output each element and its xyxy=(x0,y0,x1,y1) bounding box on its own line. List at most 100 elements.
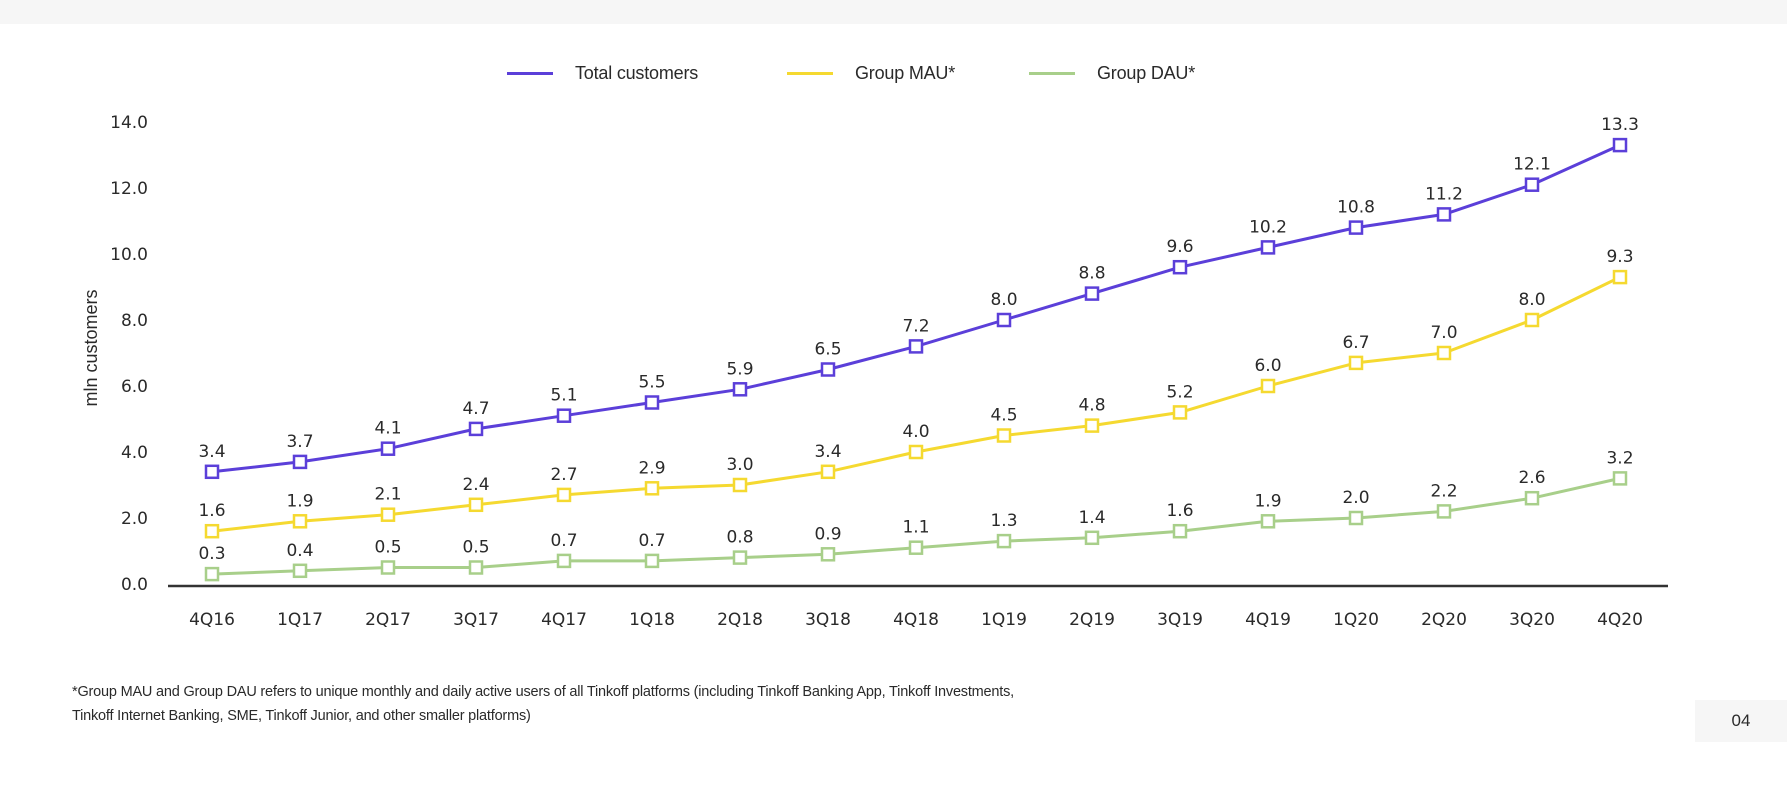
data-label: 8.8 xyxy=(1078,264,1105,284)
x-tick-label: 4Q16 xyxy=(189,610,235,630)
data-point-marker xyxy=(1260,378,1276,394)
data-point-marker xyxy=(908,339,924,354)
data-point-marker xyxy=(204,523,220,539)
data-point-marker xyxy=(1524,490,1540,506)
footnote-line-2: Tinkoff Internet Banking, SME, Tinkoff J… xyxy=(72,708,531,724)
data-point-marker xyxy=(908,540,924,555)
data-point-marker xyxy=(292,563,308,579)
data-point-marker xyxy=(468,560,484,575)
x-tick-label: 2Q17 xyxy=(365,610,411,630)
legend-item-group-mau: Group MAU* xyxy=(787,58,955,88)
data-label: 8.0 xyxy=(1518,290,1545,310)
data-point-marker xyxy=(380,560,396,575)
series-total-customers: 3.4 3.7 4.1 4.7 5.1 5.5 5.9 6.5 7.2 8.0 8.8 9.6 10.2… xyxy=(198,115,1639,480)
data-label: 10.8 xyxy=(1337,198,1375,218)
data-point-marker xyxy=(732,477,748,493)
y-tick-label: 0.0 xyxy=(121,575,148,595)
data-point-marker xyxy=(996,428,1012,443)
footnote-line-1: *Group MAU and Group DAU refers to uniqu… xyxy=(72,684,1014,700)
data-label: 13.3 xyxy=(1601,115,1639,135)
data-label: 0.7 xyxy=(638,531,665,551)
data-point-marker xyxy=(1084,418,1100,433)
x-tick-label: 2Q18 xyxy=(717,610,763,630)
data-label: 3.0 xyxy=(726,455,753,475)
data-label: 0.8 xyxy=(726,528,753,548)
y-tick-label: 4.0 xyxy=(121,443,148,463)
data-label: 7.0 xyxy=(1430,323,1457,343)
data-point-marker xyxy=(204,464,220,480)
x-tick-label: 2Q19 xyxy=(1069,610,1115,630)
data-point-marker xyxy=(292,454,308,470)
x-tick-label: 3Q20 xyxy=(1509,610,1555,630)
data-label: 2.0 xyxy=(1342,488,1369,508)
data-point-marker xyxy=(644,395,660,410)
x-tick-label: 1Q20 xyxy=(1333,610,1379,630)
y-tick-label: 6.0 xyxy=(121,377,148,397)
data-label: 4.5 xyxy=(990,406,1017,426)
legend-label: Total customers xyxy=(575,62,699,83)
data-point-marker xyxy=(1172,405,1188,420)
data-label: 5.2 xyxy=(1166,382,1193,402)
data-point-marker xyxy=(292,514,308,529)
y-tick-label: 10.0 xyxy=(110,245,148,265)
data-point-marker xyxy=(1524,177,1540,192)
data-point-marker xyxy=(204,566,220,582)
line-chart: mln customers 0.0 2.0 4.0 6.0 8.0 10.0 12.0 14.… xyxy=(81,113,1668,630)
x-tick-label: 3Q17 xyxy=(453,610,499,630)
data-label: 5.5 xyxy=(638,373,665,393)
data-label: 5.9 xyxy=(726,359,753,379)
data-label: 10.2 xyxy=(1249,217,1287,237)
data-label: 4.7 xyxy=(462,399,489,419)
data-label: 7.2 xyxy=(902,316,929,336)
data-label: 3.4 xyxy=(814,442,841,462)
data-point-marker xyxy=(556,553,572,569)
data-point-marker xyxy=(1084,530,1100,546)
data-point-marker xyxy=(556,487,572,503)
data-point-marker xyxy=(996,533,1012,549)
footnote: *Group MAU and Group DAU refers to uniqu… xyxy=(72,680,1172,728)
x-tick-label: 3Q19 xyxy=(1157,610,1203,630)
series-group-dau: 0.3 0.4 0.5 0.5 0.7 0.7 0.8 0.9 1.1 1.3 1.4 1.6 1.9 2… xyxy=(198,448,1634,582)
data-point-marker xyxy=(1436,207,1452,222)
x-tick-label: 1Q17 xyxy=(277,610,323,630)
data-label: 9.3 xyxy=(1606,247,1633,267)
data-point-marker xyxy=(1436,504,1452,519)
page-number: 04 xyxy=(1695,700,1787,742)
y-tick-label: 12.0 xyxy=(110,179,148,199)
data-point-marker xyxy=(996,312,1012,328)
y-axis-title: mln customers xyxy=(81,289,101,406)
data-label: 0.7 xyxy=(550,531,577,551)
data-point-marker xyxy=(1348,510,1364,526)
x-tick-label: 1Q19 xyxy=(981,610,1027,630)
x-tick-label: 3Q18 xyxy=(805,610,851,630)
data-point-marker xyxy=(556,408,572,423)
y-tick-label: 8.0 xyxy=(121,311,148,331)
data-label: 0.9 xyxy=(814,524,841,544)
legend-swatch-group-dau xyxy=(1029,71,1075,75)
data-point-marker xyxy=(644,481,660,496)
data-point-marker xyxy=(732,382,748,397)
data-point-marker xyxy=(1612,269,1628,285)
legend-label: Group DAU* xyxy=(1097,62,1196,83)
data-point-marker xyxy=(1436,345,1452,361)
series-layer: 3.4 3.7 4.1 4.7 5.1 5.5 5.9 6.5 7.2 8.0 8.8 9.6 10.2… xyxy=(198,115,1639,582)
y-axis-title-group: mln customers xyxy=(81,289,101,406)
data-point-marker xyxy=(1612,471,1628,486)
legend-item-total-customers: Total customers xyxy=(507,58,698,88)
data-label: 2.7 xyxy=(550,465,577,485)
data-label: 0.5 xyxy=(374,538,401,558)
series-line-group-mau xyxy=(211,275,1621,533)
data-point-marker xyxy=(1172,523,1188,539)
data-label: 3.2 xyxy=(1606,448,1633,468)
data-point-marker xyxy=(820,464,836,480)
top-bar xyxy=(0,0,1787,24)
data-point-marker xyxy=(468,421,484,437)
data-label: 9.6 xyxy=(1166,237,1193,257)
series-group-mau: 1.6 1.9 2.1 2.4 2.7 2.9 3.0 3.4 4.0 4.5 4.8 5.2 6.0 6… xyxy=(198,247,1634,539)
data-point-marker xyxy=(1260,514,1276,529)
data-label: 0.4 xyxy=(286,541,313,561)
data-point-marker xyxy=(1348,220,1364,235)
data-label: 1.3 xyxy=(990,511,1017,531)
x-tick-label: 4Q18 xyxy=(893,610,939,630)
data-point-marker xyxy=(820,547,836,562)
